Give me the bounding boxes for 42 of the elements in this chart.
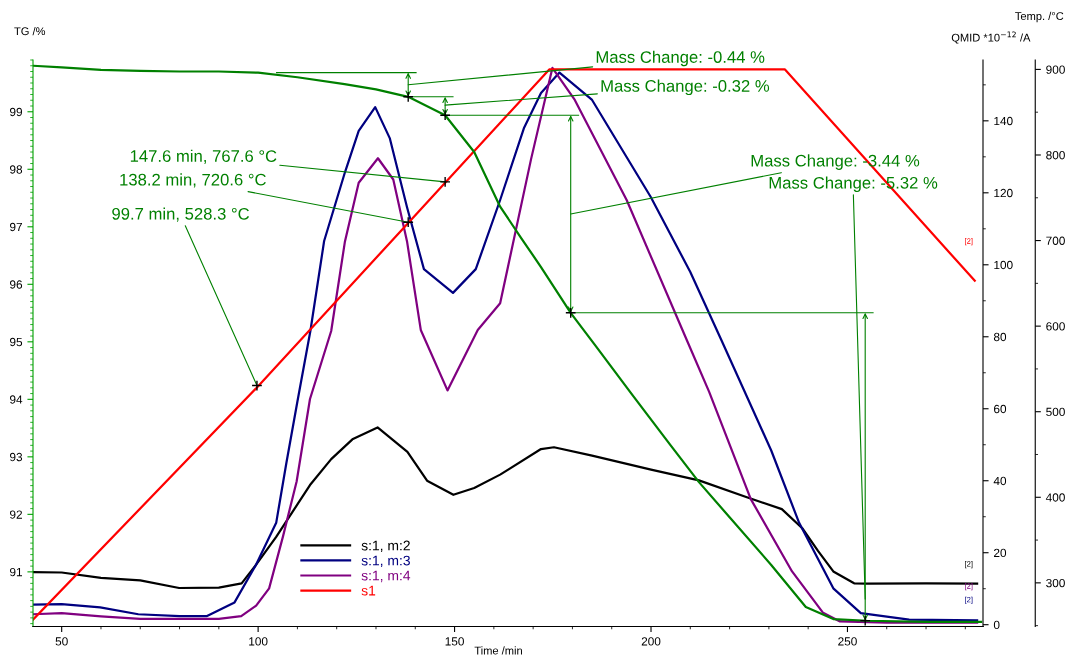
y3-tick-label: 300 [1046, 578, 1065, 588]
y-tick-label: 94 [10, 395, 23, 404]
y-tick-label: 92 [10, 510, 22, 519]
y3-tick-label: 800 [1046, 151, 1065, 160]
y2-tick-label: 100 [994, 260, 1013, 270]
legend-label: s:1, m:2 [361, 540, 410, 553]
y-tick-label: 91 [10, 567, 23, 577]
x-tick-label: 250 [838, 637, 857, 646]
y-axis-title: TG /% [14, 26, 46, 36]
y3-tick-label: 400 [1045, 493, 1065, 502]
y2-tick-label: 60 [994, 404, 1007, 414]
x-tick-label: 150 [445, 637, 464, 646]
y2-axis-title: QMID *10$^{−12}$ /A [951, 31, 1031, 44]
x-tick-label: 100 [249, 637, 268, 646]
annotation: 147.6 min, 767.6 °C [130, 149, 277, 164]
legend-label: s:1, m:3 [361, 555, 410, 568]
y-tick-label: 98 [10, 165, 23, 174]
y2-tick-label: 120 [994, 188, 1013, 198]
y2-tick-label: 20 [994, 548, 1007, 558]
x-axis-title: Time /min [474, 646, 522, 655]
y-tick-label: 93 [10, 452, 23, 462]
y3-tick-label: 600 [1046, 322, 1065, 331]
y2-tick-label: 80 [993, 332, 1007, 342]
x-tick-label: 200 [641, 637, 661, 646]
annotation: 138.2 min, 720.6 °C [120, 173, 266, 188]
x-tick-label: 50 [55, 637, 68, 646]
y-tick-label: 97 [10, 222, 22, 232]
legend-label: s1 [361, 585, 376, 596]
y2-tick-label: 140 [994, 116, 1013, 126]
y-tick-label: 99 [10, 107, 23, 117]
y3-tick-label: 700 [1046, 236, 1065, 245]
y2-tick-label: 0 [993, 620, 1000, 630]
y-tick-label: 95 [10, 337, 23, 347]
y3-tick-label: 500 [1046, 407, 1065, 417]
annotation: Mass Change: -0.32 % [601, 79, 770, 96]
annotation: Mass Change: -0.44 % [596, 50, 765, 67]
legend-label: s:1, m:4 [361, 570, 411, 583]
annotation: 99.7 min, 528.3 °C [112, 207, 250, 222]
y3-tick-label: 900 [1046, 65, 1065, 74]
y-tick-label: 96 [10, 280, 23, 289]
y3-axis-title: Temp. /°C [1015, 11, 1064, 23]
y2-tick-label: 40 [993, 476, 1007, 486]
